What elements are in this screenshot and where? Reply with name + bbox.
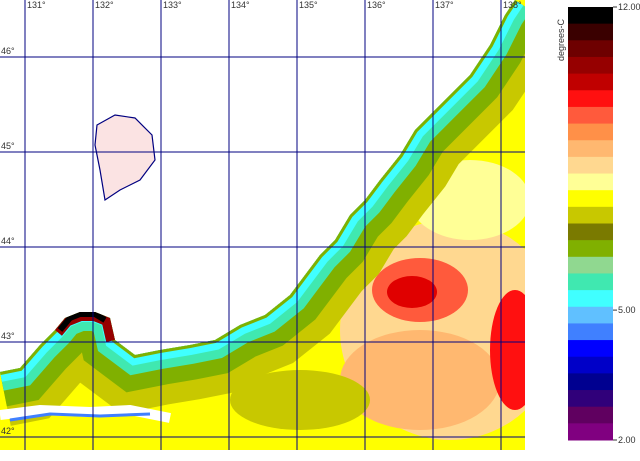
color-band	[568, 123, 613, 141]
lon-label: 138°	[503, 0, 522, 10]
sst-field	[0, 0, 525, 450]
colorbar-title: degrees-C	[556, 18, 566, 61]
color-band	[568, 423, 613, 441]
color-band	[568, 273, 613, 291]
color-band	[568, 223, 613, 241]
color-band	[568, 390, 613, 408]
lon-label: 134°	[231, 0, 250, 10]
color-band	[568, 206, 613, 224]
lon-label: 136°	[367, 0, 386, 10]
color-band	[568, 106, 613, 125]
lon-label: 137°	[435, 0, 454, 10]
color-band	[568, 40, 613, 58]
color-band	[568, 173, 613, 191]
lat-label: 43°	[1, 331, 15, 341]
color-band	[568, 256, 613, 274]
lon-label: 131°	[27, 0, 46, 10]
lon-label: 133°	[163, 0, 182, 10]
lat-label: 42°	[1, 426, 15, 436]
colorbar-tick-label: 2.00	[618, 435, 636, 445]
lat-label: 45°	[1, 141, 15, 151]
graticule: 131° 132° 133° 134° 135° 136° 137° 138° 46° 45° 44…	[0, 0, 525, 450]
color-band	[568, 290, 613, 308]
lat-label: 44°	[1, 236, 15, 246]
lon-label: 135°	[299, 0, 318, 10]
color-band	[568, 7, 613, 25]
lon-label: 132°	[95, 0, 114, 10]
lat-label: 46°	[1, 46, 15, 56]
color-band	[568, 90, 613, 108]
color-band	[568, 373, 613, 391]
color-band	[568, 23, 613, 41]
color-band	[568, 240, 613, 258]
color-band	[568, 406, 613, 424]
color-band	[568, 340, 613, 358]
color-band	[568, 73, 613, 91]
color-band	[568, 190, 613, 208]
color-band	[568, 140, 613, 158]
color-band	[568, 56, 613, 75]
color-band	[568, 306, 613, 324]
island	[94, 114, 156, 202]
colorbar: 12.00 5.00 2.00	[568, 2, 640, 445]
colorbar-tick-label: 12.00	[618, 2, 640, 12]
colorbar-tick-label: 5.00	[618, 305, 636, 315]
color-band	[568, 323, 613, 341]
color-band	[568, 156, 613, 175]
color-band	[568, 356, 613, 374]
